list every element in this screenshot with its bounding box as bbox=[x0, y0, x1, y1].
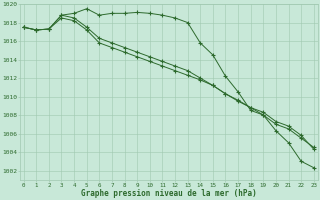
X-axis label: Graphe pression niveau de la mer (hPa): Graphe pression niveau de la mer (hPa) bbox=[81, 189, 257, 198]
